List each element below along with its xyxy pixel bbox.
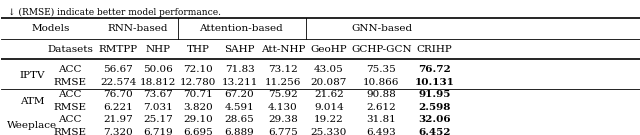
Text: RMTPP: RMTPP bbox=[99, 45, 138, 54]
Text: 9.014: 9.014 bbox=[314, 103, 344, 112]
Text: 22.574: 22.574 bbox=[100, 78, 136, 87]
Text: 67.20: 67.20 bbox=[225, 90, 254, 99]
Text: GCHP-GCN: GCHP-GCN bbox=[351, 45, 412, 54]
Text: 76.70: 76.70 bbox=[103, 90, 133, 99]
Text: 6.493: 6.493 bbox=[367, 128, 396, 135]
Text: 21.97: 21.97 bbox=[103, 115, 133, 124]
Text: 11.256: 11.256 bbox=[265, 78, 301, 87]
Text: GeoHP: GeoHP bbox=[310, 45, 348, 54]
Text: 4.591: 4.591 bbox=[225, 103, 254, 112]
Text: ACC: ACC bbox=[58, 65, 82, 74]
Text: GNN-based: GNN-based bbox=[351, 24, 412, 33]
Text: 4.130: 4.130 bbox=[268, 103, 298, 112]
Text: 19.22: 19.22 bbox=[314, 115, 344, 124]
Text: 75.92: 75.92 bbox=[268, 90, 298, 99]
Text: 72.10: 72.10 bbox=[183, 65, 213, 74]
Text: 7.031: 7.031 bbox=[143, 103, 173, 112]
Text: 31.81: 31.81 bbox=[367, 115, 396, 124]
Text: 75.35: 75.35 bbox=[367, 65, 396, 74]
Text: 6.719: 6.719 bbox=[143, 128, 173, 135]
Text: 6.775: 6.775 bbox=[268, 128, 298, 135]
Text: RMSE: RMSE bbox=[54, 78, 87, 87]
Text: 76.72: 76.72 bbox=[418, 65, 451, 74]
Text: Att-NHP: Att-NHP bbox=[260, 45, 305, 54]
Text: 3.820: 3.820 bbox=[183, 103, 213, 112]
Text: 56.67: 56.67 bbox=[103, 65, 133, 74]
Text: CRIHP: CRIHP bbox=[417, 45, 452, 54]
Text: 13.211: 13.211 bbox=[221, 78, 258, 87]
Text: 6.695: 6.695 bbox=[183, 128, 213, 135]
Text: RMSE: RMSE bbox=[54, 128, 87, 135]
Text: 10.131: 10.131 bbox=[414, 78, 454, 87]
Text: 18.812: 18.812 bbox=[140, 78, 176, 87]
Text: 10.866: 10.866 bbox=[363, 78, 399, 87]
Text: 21.62: 21.62 bbox=[314, 90, 344, 99]
Text: ↓ (RMSE) indicate better model performance.: ↓ (RMSE) indicate better model performan… bbox=[8, 8, 221, 17]
Text: 20.087: 20.087 bbox=[311, 78, 347, 87]
Text: ACC: ACC bbox=[58, 115, 82, 124]
Text: IPTV: IPTV bbox=[19, 72, 45, 80]
Text: 71.83: 71.83 bbox=[225, 65, 254, 74]
Text: ATM: ATM bbox=[20, 97, 44, 106]
Text: RNN-based: RNN-based bbox=[108, 24, 168, 33]
Text: 25.330: 25.330 bbox=[311, 128, 347, 135]
Text: 90.88: 90.88 bbox=[367, 90, 396, 99]
Text: NHP: NHP bbox=[145, 45, 170, 54]
Text: 91.95: 91.95 bbox=[418, 90, 451, 99]
Text: THP: THP bbox=[186, 45, 209, 54]
Text: Attention-based: Attention-based bbox=[198, 24, 282, 33]
Text: 70.71: 70.71 bbox=[183, 90, 213, 99]
Text: 2.598: 2.598 bbox=[418, 103, 451, 112]
Text: 43.05: 43.05 bbox=[314, 65, 344, 74]
Text: 73.12: 73.12 bbox=[268, 65, 298, 74]
Text: 32.06: 32.06 bbox=[418, 115, 451, 124]
Text: 6.889: 6.889 bbox=[225, 128, 254, 135]
Text: 29.38: 29.38 bbox=[268, 115, 298, 124]
Text: 6.221: 6.221 bbox=[103, 103, 133, 112]
Text: 6.452: 6.452 bbox=[418, 128, 451, 135]
Text: 50.06: 50.06 bbox=[143, 65, 173, 74]
Text: 25.17: 25.17 bbox=[143, 115, 173, 124]
Text: 29.10: 29.10 bbox=[183, 115, 213, 124]
Text: Datasets: Datasets bbox=[47, 45, 93, 54]
Text: ACC: ACC bbox=[58, 90, 82, 99]
Text: Models: Models bbox=[32, 24, 70, 33]
Text: RMSE: RMSE bbox=[54, 103, 87, 112]
Text: 28.65: 28.65 bbox=[225, 115, 254, 124]
Text: SAHP: SAHP bbox=[224, 45, 255, 54]
Text: 2.612: 2.612 bbox=[367, 103, 396, 112]
Text: 12.780: 12.780 bbox=[180, 78, 216, 87]
Text: Weeplace: Weeplace bbox=[7, 122, 57, 130]
Text: 7.320: 7.320 bbox=[103, 128, 133, 135]
Text: 73.67: 73.67 bbox=[143, 90, 173, 99]
